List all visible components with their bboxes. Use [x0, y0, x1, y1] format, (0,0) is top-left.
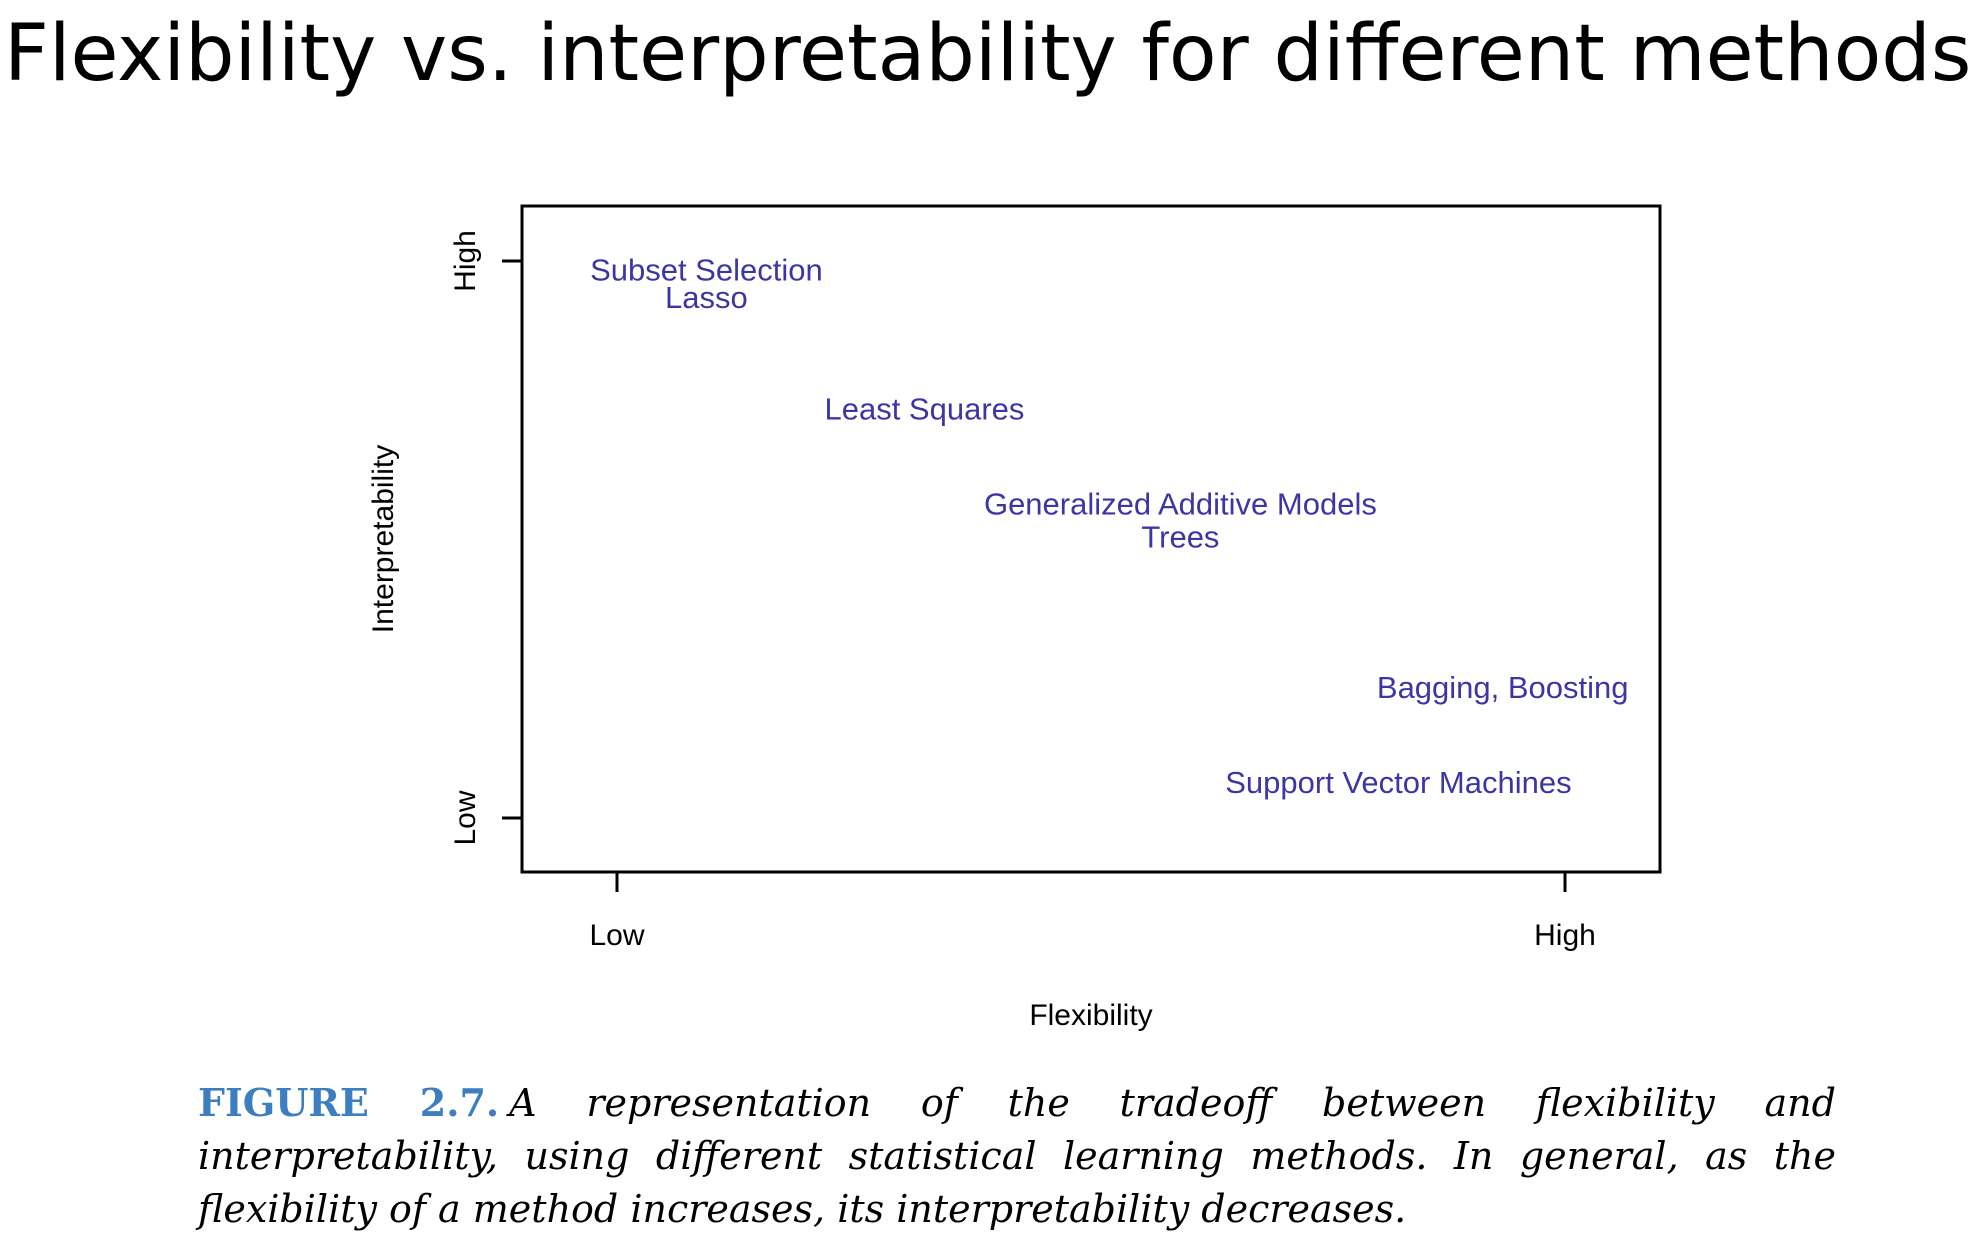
- flexibility-interpretability-chart: Low High Low High Flexibility Interpretabi…: [367, 204, 1662, 1032]
- figure-caption: FIGURE 2.7. A representation of the trade…: [198, 1076, 1836, 1236]
- caption-text: A representation of the tradeoff between…: [198, 1081, 1836, 1231]
- method-label: Support Vector Machines: [1225, 765, 1571, 800]
- y-tick-label: High: [449, 230, 482, 292]
- x-axis: Low High: [589, 872, 1596, 952]
- method-label: Least Squares: [824, 392, 1024, 427]
- y-axis-label: Interpretability: [367, 445, 400, 633]
- method-label: Subset Selection: [590, 252, 823, 287]
- method-label: Lasso: [665, 280, 748, 315]
- y-tick-label: Low: [449, 790, 482, 845]
- figure-label: FIGURE 2.7.: [198, 1080, 500, 1125]
- x-tick-label: High: [1534, 919, 1596, 952]
- method-label: Bagging, Boosting: [1377, 670, 1629, 705]
- method-label: Generalized Additive Models: [984, 486, 1377, 521]
- slide-title: Flexibility vs. interpretability for dif…: [4, 9, 1972, 99]
- x-axis-label: Flexibility: [1029, 999, 1152, 1032]
- plot-frame: [520, 204, 1662, 874]
- x-tick-label: Low: [589, 919, 644, 952]
- y-axis: Low High: [449, 230, 522, 846]
- method-label: Trees: [1141, 520, 1219, 555]
